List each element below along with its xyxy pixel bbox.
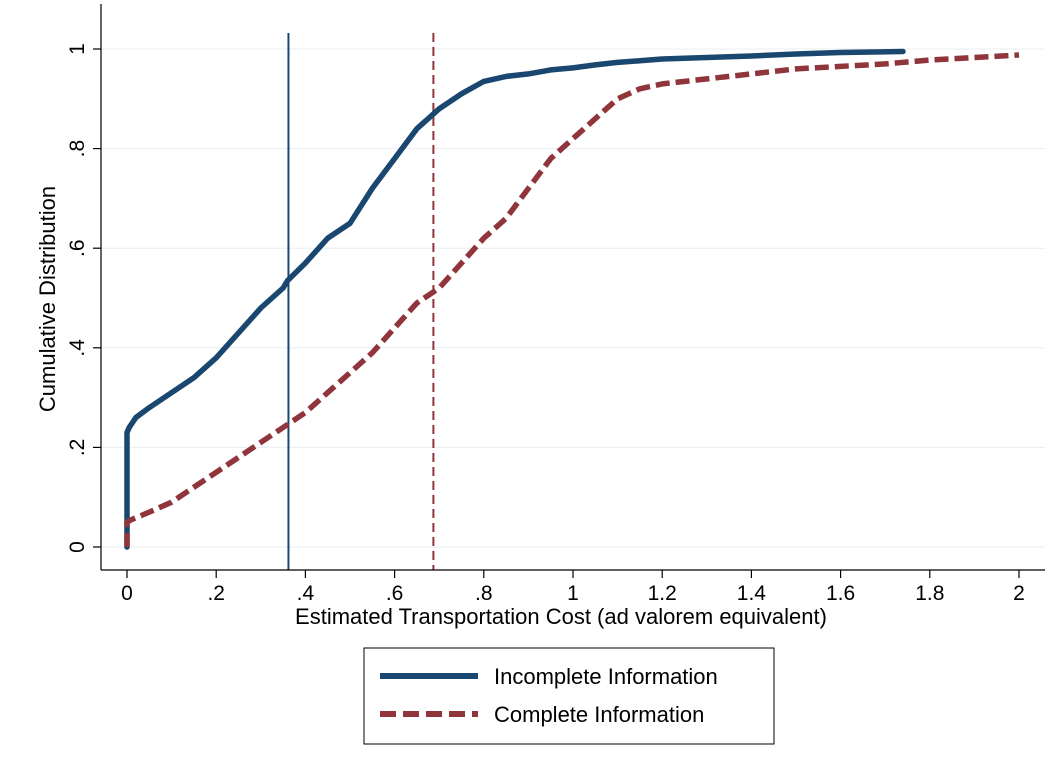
reference-lines [287, 33, 435, 570]
y-tick-label-4: .8 [66, 140, 89, 158]
y-tick-label-5: 1 [66, 43, 89, 55]
legend-label-incomplete: Incomplete Information [494, 664, 718, 689]
x-tick-label-6: 1.2 [648, 582, 677, 605]
x-tick-label-5: 1 [567, 582, 579, 605]
x-tick-label-8: 1.6 [826, 582, 855, 605]
x-axis-title: Estimated Transportation Cost (ad valore… [295, 604, 827, 629]
y-axis-title: Cumulative Distribution [35, 186, 60, 412]
x-tick-label-3: .6 [386, 582, 404, 605]
x-tick-labels: 0 .2 .4 .6 .8 1 1.2 1.4 1.6 1.8 2 [121, 582, 1025, 605]
legend: Incomplete Information Complete Informat… [363, 647, 775, 745]
legend-box [363, 647, 775, 745]
series-line-1 [124, 52, 1020, 547]
x-tick-label-1: .2 [207, 582, 225, 605]
x-tick-label-4: .8 [475, 582, 493, 605]
x-tick-label-9: 1.8 [915, 582, 944, 605]
y-tick-label-3: .6 [66, 239, 89, 257]
x-tick-label-2: .4 [297, 582, 315, 605]
x-tick-label-0: 0 [121, 582, 133, 605]
x-tick-label-10: 2 [1013, 582, 1025, 605]
series-line-0 [124, 48, 906, 550]
x-tick-label-7: 1.4 [737, 582, 767, 605]
series-lines [124, 48, 1020, 550]
y-tick-label-1: .2 [66, 439, 89, 457]
y-tick-label-2: .4 [66, 339, 89, 357]
y-tick-label-0: 0 [66, 541, 89, 553]
axes [93, 4, 1045, 578]
y-tick-labels: 0 .2 .4 .6 .8 1 [66, 43, 89, 553]
legend-label-complete: Complete Information [494, 702, 704, 727]
